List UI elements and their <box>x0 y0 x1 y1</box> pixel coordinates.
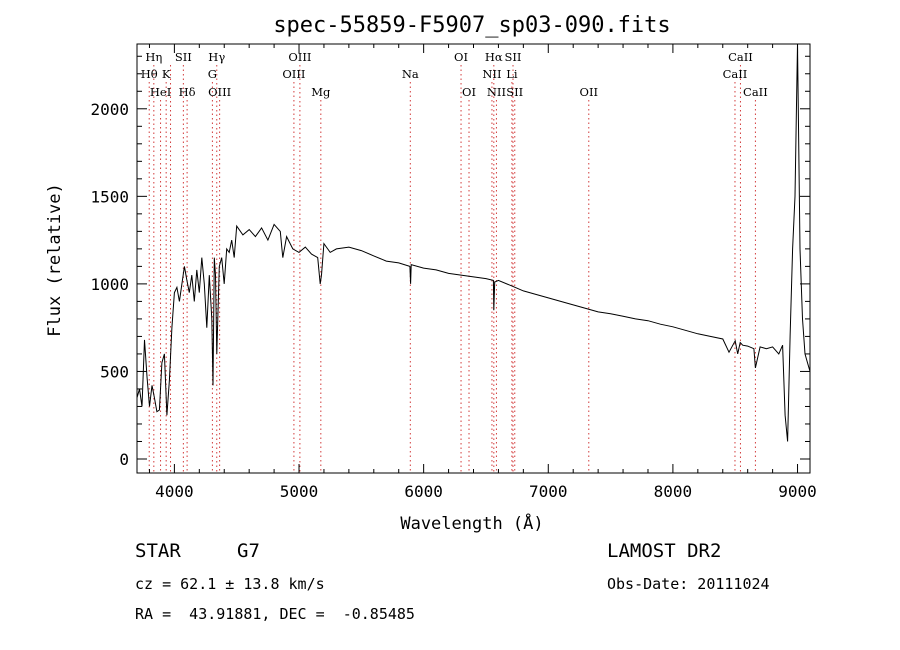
plot-frame <box>136 43 811 474</box>
line-marker-label: OI <box>462 85 476 99</box>
line-marker-label: Hη <box>145 50 162 64</box>
line-marker-label: SII <box>175 50 192 64</box>
y-tick-label: 0 <box>119 450 129 469</box>
line-marker-label: NII <box>482 67 501 81</box>
object-subclass: G7 <box>237 540 260 562</box>
line-marker-label: OIII <box>208 85 231 99</box>
survey-name: LAMOST DR2 <box>607 540 722 562</box>
line-marker-label: G <box>208 67 217 81</box>
x-tick-label: 6000 <box>404 482 443 501</box>
line-marker-label: NII <box>487 85 506 99</box>
line-marker-label: CaII <box>723 67 748 81</box>
line-marker-label: OIII <box>282 67 305 81</box>
line-marker-label: Li <box>506 67 518 81</box>
line-marker-label: SII <box>505 50 522 64</box>
y-tick-label: 500 <box>100 362 129 381</box>
y-axis-label: Flux (relative) <box>45 183 65 337</box>
x-tick-label: 7000 <box>529 482 568 501</box>
line-marker-label: Hδ <box>179 85 196 99</box>
x-tick-label: 5000 <box>280 482 319 501</box>
y-tick-label: 1500 <box>90 187 129 206</box>
y-tick-label: 1000 <box>90 275 129 294</box>
x-tick-label: 4000 <box>155 482 194 501</box>
obs-date: Obs-Date: 20111024 <box>607 575 770 593</box>
y-tick-label: 2000 <box>90 100 129 119</box>
line-marker-label: HeI <box>150 85 171 99</box>
x-tick-label: 8000 <box>654 482 693 501</box>
line-marker-label: Hθ <box>141 67 158 81</box>
x-tick-label: 9000 <box>778 482 817 501</box>
line-marker-label: K <box>162 67 171 81</box>
line-marker-label: OIII <box>288 50 311 64</box>
chart-title: spec-55859-F5907_sp03-090.fits <box>273 13 670 38</box>
line-marker-label: CaII <box>728 50 753 64</box>
axis-ticks: 4000 5000 6000 7000 8000 9000 0 500 1000 1500 2000 <box>90 44 817 501</box>
line-marker-label: Hα <box>485 50 503 64</box>
line-marker-label: SII <box>506 85 523 99</box>
redshift-readout: cz = 62.1 ± 13.8 km/s <box>135 575 325 593</box>
coordinates: RA = 43.91881, DEC = -0.85485 <box>135 605 415 623</box>
line-marker-label: OII <box>580 85 599 99</box>
object-class: STAR <box>135 540 181 562</box>
line-marker-label: Hγ <box>208 50 225 64</box>
line-marker-label: Mg <box>311 85 331 99</box>
spectrum-line <box>136 43 811 442</box>
line-marker-label: Na <box>402 67 419 81</box>
line-marker-label: CaII <box>743 85 768 99</box>
line-marker-label: OI <box>454 50 468 64</box>
x-axis-label: Wavelength (Å) <box>400 512 543 534</box>
